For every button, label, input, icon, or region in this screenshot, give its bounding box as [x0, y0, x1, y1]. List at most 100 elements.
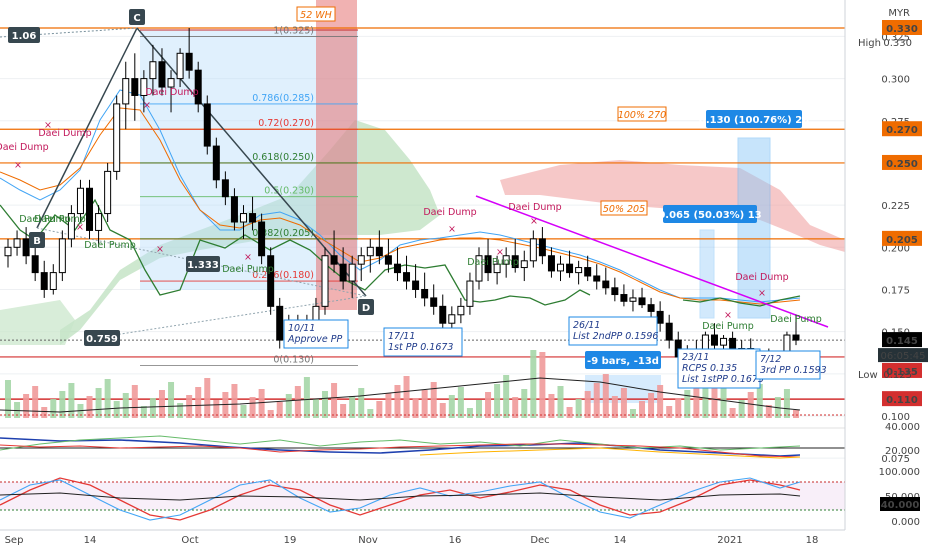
- tag-0205: [882, 230, 922, 246]
- volume-bar: [303, 377, 310, 418]
- candle: [230, 188, 238, 231]
- volume-bar: [258, 389, 265, 418]
- candle: [321, 247, 329, 315]
- candle: [421, 272, 429, 307]
- candle: [520, 250, 528, 282]
- volume-bar: [331, 383, 338, 418]
- volume-bar: [204, 378, 211, 418]
- candle: [430, 284, 438, 315]
- volume-bar: [530, 350, 537, 418]
- candle: [158, 48, 166, 96]
- tag-current: [882, 332, 922, 348]
- candle: [339, 247, 347, 290]
- volume-bar: [376, 401, 383, 418]
- pivot-0759: 0.759: [86, 334, 118, 345]
- signal-marker: ×: [530, 216, 538, 227]
- candle: [547, 247, 555, 278]
- candle: [267, 247, 275, 315]
- candle: [493, 255, 501, 285]
- fib-label: 0.382(0.205): [252, 228, 314, 239]
- price-axis[interactable]: MYR0.0750.1000.1250.1500.1750.2000.2250.…: [844, 0, 920, 530]
- fib-label: 0.5(0.230): [264, 186, 314, 197]
- x-tick: Dec: [530, 535, 549, 546]
- tag-0250: [882, 154, 922, 170]
- x-tick: 2021: [717, 535, 742, 546]
- volume-bar: [231, 384, 238, 418]
- candle: [49, 264, 57, 295]
- osc2-tick: 0.000: [891, 517, 920, 528]
- candle: [276, 297, 284, 349]
- volume-bar: [738, 400, 745, 418]
- line-green-2: [682, 295, 801, 307]
- low-value: 0.125: [883, 370, 912, 381]
- oscillator-1: [0, 427, 845, 459]
- volume-bar: [512, 397, 519, 418]
- volume-bar: [249, 397, 256, 418]
- note-box: [283, 319, 349, 349]
- candle: [620, 284, 628, 307]
- volume-bar: [421, 390, 428, 418]
- tag-current-text: 0.145: [886, 336, 918, 347]
- volume-bar: [539, 352, 546, 418]
- note-box: [677, 348, 761, 389]
- signal-label: Daei Dump: [508, 202, 561, 213]
- signal-labels: Daei Dump Daei Dump Daei Dump Daei Dump Daei…: [0, 87, 822, 332]
- volume-bar: [783, 389, 790, 418]
- volume-bar: [41, 407, 48, 418]
- candle: [249, 196, 257, 231]
- candle: [330, 230, 338, 273]
- candle: [792, 314, 800, 346]
- trend-C-B: [36, 27, 138, 229]
- signal-marker: ×: [496, 247, 504, 258]
- volume-bar: [503, 375, 510, 418]
- label-100pct: 100% 270: [618, 110, 666, 121]
- note-text: Approve PP: [287, 334, 342, 345]
- pivot-B: B: [33, 236, 41, 247]
- volume-bar: [765, 405, 772, 418]
- volume-bar: [557, 386, 564, 418]
- candle: [167, 70, 175, 113]
- volume-bar: [593, 383, 600, 418]
- note-text: 3rd PP 0.1593: [760, 365, 827, 376]
- osc2-tick: 100.000: [879, 467, 920, 478]
- candle: [67, 205, 75, 248]
- measure-tags: 0.130 (100.76%) 26 0.065 (50.03%) 13 -9 …: [585, 110, 809, 369]
- candle: [194, 61, 202, 113]
- osc2-current: [880, 497, 920, 511]
- volume-bar: [349, 396, 356, 418]
- tag-0270-text: 0.270: [886, 125, 918, 136]
- volume-bar: [584, 391, 591, 418]
- tag-0110: [882, 391, 922, 407]
- volume-bar: [720, 387, 727, 418]
- candle: [113, 95, 121, 180]
- time-axis[interactable]: Sep 14 Oct 19 Nov 16 Dec 14 2021 18: [0, 529, 845, 546]
- signal-label: Daei Pump: [222, 264, 274, 275]
- volume-bar: [684, 390, 691, 418]
- volume-bar: [14, 402, 21, 418]
- note-text: 1st PP 0.1673: [388, 342, 453, 353]
- signal-marker: ×: [758, 288, 766, 299]
- signal-marker: ×: [244, 252, 252, 263]
- volume-bar: [485, 392, 492, 418]
- volume-bar: [86, 396, 93, 418]
- candle: [602, 267, 610, 295]
- candle: [357, 247, 365, 282]
- candle: [475, 247, 483, 290]
- line-green: [0, 198, 591, 306]
- note-text: 7/12: [760, 354, 781, 365]
- volume-bar: [657, 385, 664, 418]
- candle: [212, 137, 220, 189]
- volume-bar: [267, 410, 274, 418]
- measure-bars: -9 bars, -13d: [587, 356, 659, 367]
- low-label: Low: [858, 370, 878, 381]
- candle: [457, 297, 465, 324]
- volume-bar: [367, 409, 374, 418]
- measure-mid: 0.065 (50.03%) 13: [658, 210, 761, 221]
- candle: [95, 205, 103, 248]
- volume-bar: [285, 394, 292, 418]
- volume-bar: [213, 400, 220, 418]
- candle: [104, 162, 112, 222]
- volume-bar: [620, 388, 627, 418]
- candle: [448, 306, 456, 332]
